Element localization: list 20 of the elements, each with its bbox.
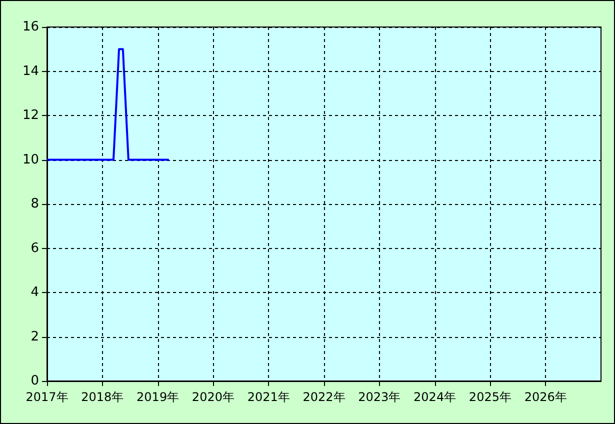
y-tick-label: 6 <box>30 240 39 256</box>
x-tick-label: 2017年 <box>26 390 68 404</box>
y-tick-label: 10 <box>22 152 39 168</box>
x-tick-label: 2026年 <box>524 390 567 404</box>
x-tick-label: 2024年 <box>414 390 456 404</box>
x-tick-label: 2021年 <box>247 390 290 404</box>
y-tick-label: 12 <box>22 108 39 123</box>
x-tick-label: 2019年 <box>136 390 180 404</box>
line-series <box>46 48 170 161</box>
x-tick-label: 2022年 <box>302 390 346 404</box>
y-tick-label: 0 <box>30 374 39 388</box>
x-tick-label: 2023年 <box>358 390 401 404</box>
y-tick-label: 8 <box>30 196 39 212</box>
x-tick-label: 2020年 <box>192 390 234 404</box>
y-tick-label: 2 <box>30 329 39 344</box>
y-tick-label: 16 <box>22 20 39 34</box>
x-tick-label: 2025年 <box>468 390 512 404</box>
y-tick-label: 4 <box>30 285 39 300</box>
y-tick-label: 14 <box>22 64 39 79</box>
x-tick-label: 2018年 <box>81 390 124 404</box>
